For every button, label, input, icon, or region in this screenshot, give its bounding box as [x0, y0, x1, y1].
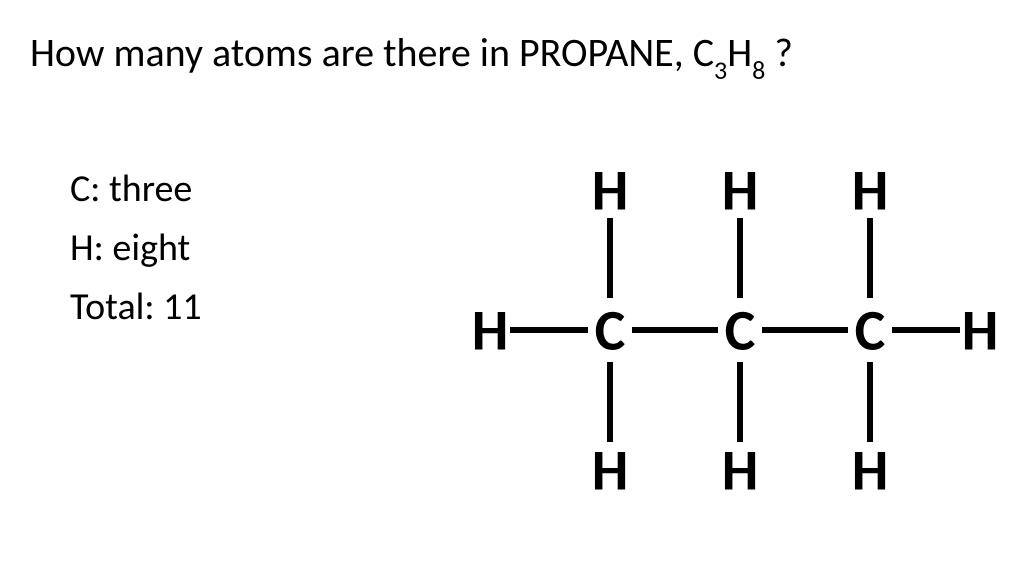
bond	[632, 327, 718, 333]
count-carbon: C: three	[70, 160, 202, 219]
title-mid: H	[727, 28, 752, 77]
count-hydrogen: H: eight	[70, 219, 202, 278]
atom-h_right: H	[962, 295, 999, 366]
atom-h_top_2: H	[722, 155, 759, 226]
propane-structure-diagram: HHHHCCCHHHH	[430, 140, 990, 520]
slide: How many atoms are there in PROPANE, C3H…	[0, 0, 1024, 576]
bond	[607, 362, 613, 442]
bond	[762, 327, 848, 333]
atom-c2: C	[725, 295, 756, 366]
title-suffix: ?	[765, 28, 793, 77]
atom-h_bot_1: H	[592, 435, 629, 506]
bond	[737, 362, 743, 442]
bond	[510, 327, 588, 333]
bond	[867, 362, 873, 442]
bond	[867, 218, 873, 298]
bond	[892, 327, 960, 333]
atom-counts: C: three H: eight Total: 11	[70, 160, 202, 337]
page-title: How many atoms are there in PROPANE, C3H…	[30, 28, 793, 82]
atom-c3: C	[855, 295, 886, 366]
bond	[737, 218, 743, 298]
atom-c1: C	[595, 295, 626, 366]
atom-h_bot_2: H	[722, 435, 759, 506]
atom-h_bot_3: H	[852, 435, 889, 506]
bond	[607, 218, 613, 298]
count-total: Total: 11	[70, 278, 202, 337]
title-sub1: 3	[714, 54, 727, 86]
atom-h_left: H	[472, 295, 509, 366]
title-prefix: How many atoms are there in PROPANE, C	[30, 28, 714, 77]
atom-h_top_3: H	[852, 155, 889, 226]
atom-h_top_1: H	[592, 155, 629, 226]
title-sub2: 8	[752, 54, 765, 86]
